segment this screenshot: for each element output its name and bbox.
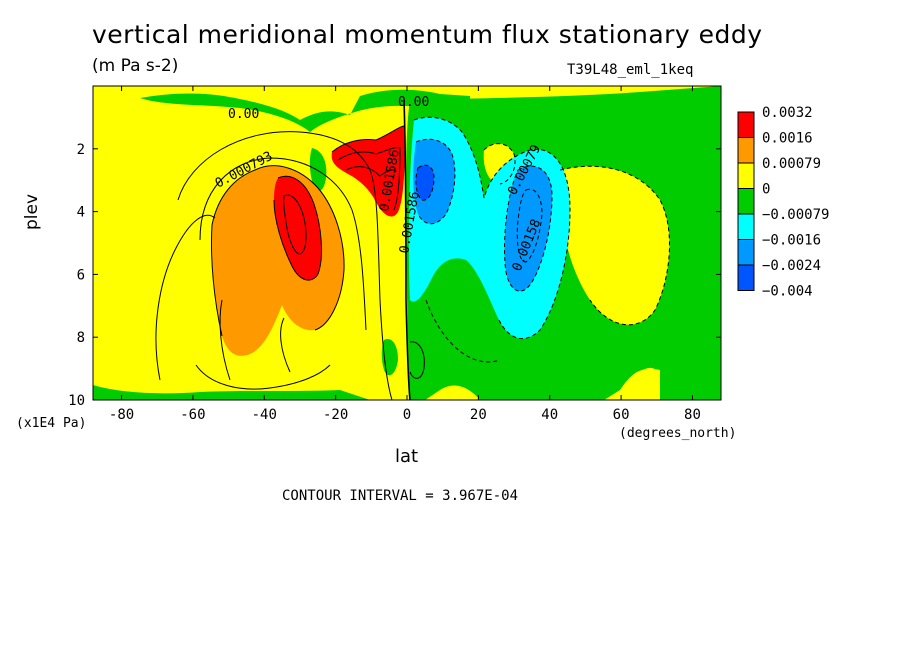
contour-interval: CONTOUR INTERVAL = 3.967E-04 bbox=[282, 488, 519, 504]
y-tick-label-0: 2 bbox=[77, 142, 85, 158]
x-tick-label-7: 60 bbox=[613, 407, 630, 423]
color-legend: 0.0032 0.0016 0.00079 0 −0.00079 −0.0016 −0.00… bbox=[737, 105, 829, 300]
contour-label-1: 0.00 bbox=[228, 107, 259, 122]
legend-label-5: −0.0016 bbox=[762, 233, 821, 249]
contour-line-neg-5 bbox=[415, 164, 435, 201]
contour-line-neg-2 bbox=[415, 138, 456, 225]
x-tick-label-8: 80 bbox=[684, 407, 701, 423]
contour-line-neg-7 bbox=[559, 165, 670, 326]
run-id: T39L48_eml_1keq bbox=[567, 62, 694, 78]
region-yellow-island-3 bbox=[559, 166, 670, 325]
contour-line-center-3 bbox=[345, 166, 397, 177]
region-green-top bbox=[140, 89, 470, 132]
legend-swatch-0 bbox=[737, 111, 755, 138]
contour-line-west-loop bbox=[409, 341, 425, 379]
legend-label-6: −0.0024 bbox=[762, 258, 821, 274]
region-red-center bbox=[331, 126, 405, 217]
contour-line-pos-3 bbox=[155, 214, 216, 381]
region-blue-core bbox=[415, 165, 434, 201]
region-yellow-island-4 bbox=[634, 367, 660, 400]
legend-swatch-3 bbox=[737, 188, 755, 215]
y-tick-label-2: 6 bbox=[77, 267, 85, 283]
y-axis-units: (x1E4 Pa) bbox=[16, 416, 87, 431]
contour-line-neg-8 bbox=[483, 143, 516, 185]
contour-line-red-1 bbox=[273, 175, 322, 281]
contour-line-pos-7 bbox=[210, 224, 223, 337]
contour-line-center-1 bbox=[331, 125, 405, 153]
x-tick-label-3: -20 bbox=[323, 407, 348, 423]
contour-line-red-2 bbox=[283, 194, 307, 255]
contour-line-neg-3 bbox=[504, 165, 553, 292]
contour-lines-negative bbox=[413, 116, 670, 363]
legend-swatch-1 bbox=[737, 137, 755, 164]
contour-lines bbox=[155, 99, 425, 400]
legend-swatch-6 bbox=[737, 264, 755, 291]
chart-units: (m Pa s-2) bbox=[92, 56, 179, 76]
contour-line-center-2 bbox=[337, 147, 401, 211]
x-axis: -80 -60 -40 -20 0 20 40 60 80 bbox=[109, 86, 701, 423]
legend-label-3: 0 bbox=[762, 182, 770, 198]
y-tick-label-3: 8 bbox=[77, 330, 85, 346]
legend-label-1: 0.0016 bbox=[762, 131, 813, 147]
contour-line-pos-6 bbox=[211, 165, 345, 331]
region-green-patch-south bbox=[309, 148, 327, 192]
contour-line-pos-4 bbox=[219, 299, 231, 381]
legend-swatch-5 bbox=[737, 239, 755, 266]
x-tick-label-6: 40 bbox=[541, 407, 558, 423]
contour-line-pos-1 bbox=[177, 131, 393, 400]
contour-line-neg-6 bbox=[425, 299, 501, 363]
y-tick-label-4: 10 bbox=[68, 393, 85, 409]
x-axis-label: lat bbox=[395, 446, 419, 467]
contour-line-zero bbox=[403, 99, 411, 400]
y-axis-label: plev bbox=[22, 193, 42, 230]
y-axis: 2 4 6 8 10 bbox=[68, 142, 721, 409]
x-tick-label-5: 20 bbox=[470, 407, 487, 423]
x-tick-label-2: -40 bbox=[252, 407, 277, 423]
x-tick-label-4: 0 bbox=[403, 407, 411, 423]
legend-label-7: −0.004 bbox=[762, 284, 813, 300]
x-axis-units: (degrees_north) bbox=[619, 426, 737, 441]
contour-line-neg-1 bbox=[413, 116, 571, 340]
x-tick-label-1: -60 bbox=[180, 407, 205, 423]
contour-label-2: 0.00 bbox=[398, 95, 429, 110]
region-green-bottom-west bbox=[93, 385, 370, 400]
legend-label-0: 0.0032 bbox=[762, 105, 813, 121]
legend-swatch-2 bbox=[737, 162, 755, 189]
legend-label-4: −0.00079 bbox=[762, 207, 829, 223]
region-blue-east bbox=[504, 166, 552, 292]
legend-label-2: 0.00079 bbox=[762, 156, 821, 172]
contour-line-pos-2 bbox=[199, 157, 367, 331]
y-tick-label-1: 4 bbox=[77, 205, 85, 221]
region-red-west bbox=[274, 176, 322, 281]
contour-line-low-loop bbox=[195, 364, 331, 390]
chart-title: vertical meridional momentum flux statio… bbox=[92, 20, 763, 49]
contour-line-neg-4 bbox=[516, 188, 543, 263]
legend-swatch-4 bbox=[737, 213, 755, 240]
contour-line-pos-5 bbox=[280, 317, 291, 373]
x-tick-label-0: -80 bbox=[109, 407, 134, 423]
